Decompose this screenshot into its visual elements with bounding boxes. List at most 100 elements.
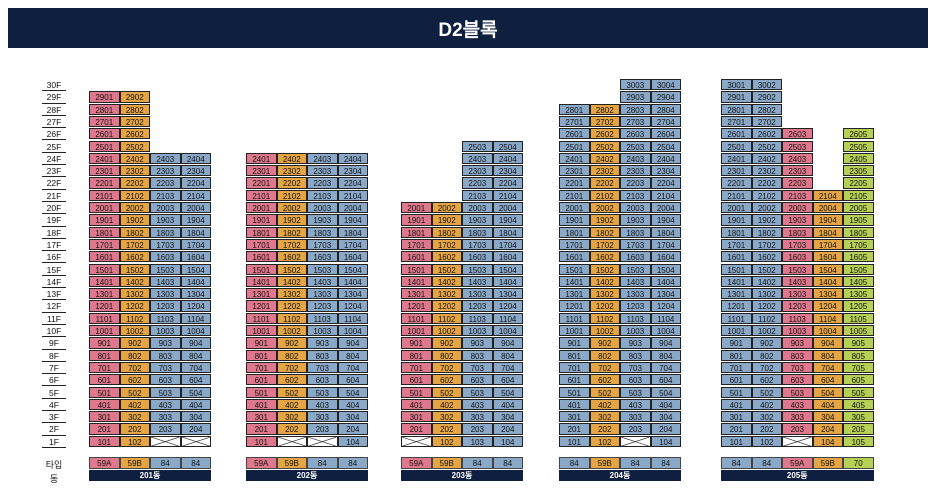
unit-cell: 702 xyxy=(751,361,782,374)
unit-cell: 1401 xyxy=(721,275,752,288)
unit-cell: 1303 xyxy=(307,288,338,300)
unit-cell: 102 xyxy=(431,435,462,447)
unit-cell: 1903 xyxy=(620,214,651,226)
unit-cell: 904 xyxy=(650,337,681,349)
unit-cell: 202 xyxy=(431,423,462,435)
unit-cell: 1402 xyxy=(276,275,307,288)
unit-cell: 302 xyxy=(431,411,462,423)
floor-label: 23F xyxy=(42,165,66,178)
floor-label: 28F xyxy=(42,104,66,116)
unit-cell: 2503 xyxy=(462,140,493,152)
unit-cell: 1002 xyxy=(751,325,782,337)
unit-cell: 1605 xyxy=(843,251,874,263)
unit-cell: 2404 xyxy=(337,152,368,165)
unit-cell: 2103 xyxy=(150,189,181,201)
floor-label: 27F xyxy=(42,116,66,129)
unit-cell: 2102 xyxy=(589,189,620,201)
unit-cell: 1802 xyxy=(119,226,150,238)
unit-cell: 1203 xyxy=(620,300,651,312)
unit-cell: 2101 xyxy=(246,189,277,201)
unit-cell: 2104 xyxy=(492,189,523,201)
unit-cell: 1203 xyxy=(307,300,338,312)
unit-type-badge: 59B xyxy=(276,457,307,469)
unit-cell: 604 xyxy=(492,374,523,386)
floor-label: 16F xyxy=(42,251,66,264)
unit-type-badge: 84 xyxy=(150,457,181,469)
unit-cell: 1701 xyxy=(89,238,120,251)
unit-cell: 202 xyxy=(589,423,620,435)
unit-cell: 602 xyxy=(276,374,307,386)
unit-cell: 501 xyxy=(89,386,120,398)
unit-cell: 1603 xyxy=(150,251,181,263)
unit-cell: 2003 xyxy=(462,202,493,214)
unit-cell: 1104 xyxy=(337,312,368,324)
unit-cell: 305 xyxy=(843,411,874,423)
unit-cell: 2203 xyxy=(307,177,338,189)
unit-cell: 204 xyxy=(812,423,843,435)
unit-cell: 2102 xyxy=(119,189,150,201)
building-name: 204동 xyxy=(559,470,681,481)
unit-cell: 302 xyxy=(276,411,307,423)
unit-cell: 503 xyxy=(782,386,813,398)
unit-cell: 901 xyxy=(559,337,590,349)
unit-type-badge: 59B xyxy=(431,457,462,469)
unit-cell: 2003 xyxy=(150,202,181,214)
unit-cell: 1402 xyxy=(119,275,150,288)
unit-cell: 504 xyxy=(650,386,681,398)
unit-cell: 1804 xyxy=(812,226,843,238)
unit-cell: 1404 xyxy=(337,275,368,288)
unit-cell: 1904 xyxy=(337,214,368,226)
floor-label: 13F xyxy=(42,288,66,301)
unit-cell: 1003 xyxy=(307,325,338,337)
unit-cell: 1003 xyxy=(782,325,813,337)
unit-cell: 304 xyxy=(650,411,681,423)
unit-cell: 2005 xyxy=(843,202,874,214)
unit-cell: 303 xyxy=(462,411,493,423)
unit-cell: 702 xyxy=(589,361,620,374)
unit-cell: 403 xyxy=(462,398,493,411)
unit-cell: 604 xyxy=(337,374,368,386)
unit-cell: 701 xyxy=(89,361,120,374)
unit-cell: 1004 xyxy=(492,325,523,337)
floor-label: 20F xyxy=(42,202,66,215)
unit-cell: 1001 xyxy=(401,325,432,337)
unit-cell: 2104 xyxy=(812,189,843,201)
unit-cell: 2401 xyxy=(721,152,752,165)
unit-cell: 701 xyxy=(721,361,752,374)
unit-cell: 2403 xyxy=(307,152,338,165)
unit-cell: 2204 xyxy=(180,177,211,189)
unit-cell: 404 xyxy=(492,398,523,411)
unit-cell: 301 xyxy=(401,411,432,423)
unit-cell: 1301 xyxy=(401,288,432,300)
unit-cell: 303 xyxy=(307,411,338,423)
floor-label: 29F xyxy=(42,91,66,104)
unit-cell: 1204 xyxy=(180,300,211,312)
unit-cell: 2203 xyxy=(782,177,813,189)
unit-cell: 3001 xyxy=(721,79,752,91)
unit-cell: 2802 xyxy=(119,103,150,115)
unit-cell: 1401 xyxy=(89,275,120,288)
unit-cell: 1004 xyxy=(812,325,843,337)
unit-cell: 2302 xyxy=(589,165,620,177)
unit-cell: 2304 xyxy=(180,165,211,177)
unit-cell: 1304 xyxy=(180,288,211,300)
unit-cell: 2102 xyxy=(751,189,782,201)
empty-unit xyxy=(180,435,211,447)
unit-cell: 301 xyxy=(89,411,120,423)
unit-cell: 2004 xyxy=(812,202,843,214)
unit-cell: 2002 xyxy=(119,202,150,214)
unit-cell: 2501 xyxy=(721,140,752,152)
unit-cell: 1704 xyxy=(180,238,211,251)
unit-cell: 201 xyxy=(559,423,590,435)
unit-cell: 2501 xyxy=(559,140,590,152)
unit-cell: 1903 xyxy=(150,214,181,226)
unit-cell: 2203 xyxy=(150,177,181,189)
unit-cell: 201 xyxy=(246,423,277,435)
unit-cell: 904 xyxy=(492,337,523,349)
unit-cell: 202 xyxy=(276,423,307,435)
unit-cell: 505 xyxy=(843,386,874,398)
unit-cell: 403 xyxy=(307,398,338,411)
unit-cell: 401 xyxy=(246,398,277,411)
unit-cell: 1202 xyxy=(119,300,150,312)
unit-cell: 2703 xyxy=(620,115,651,128)
